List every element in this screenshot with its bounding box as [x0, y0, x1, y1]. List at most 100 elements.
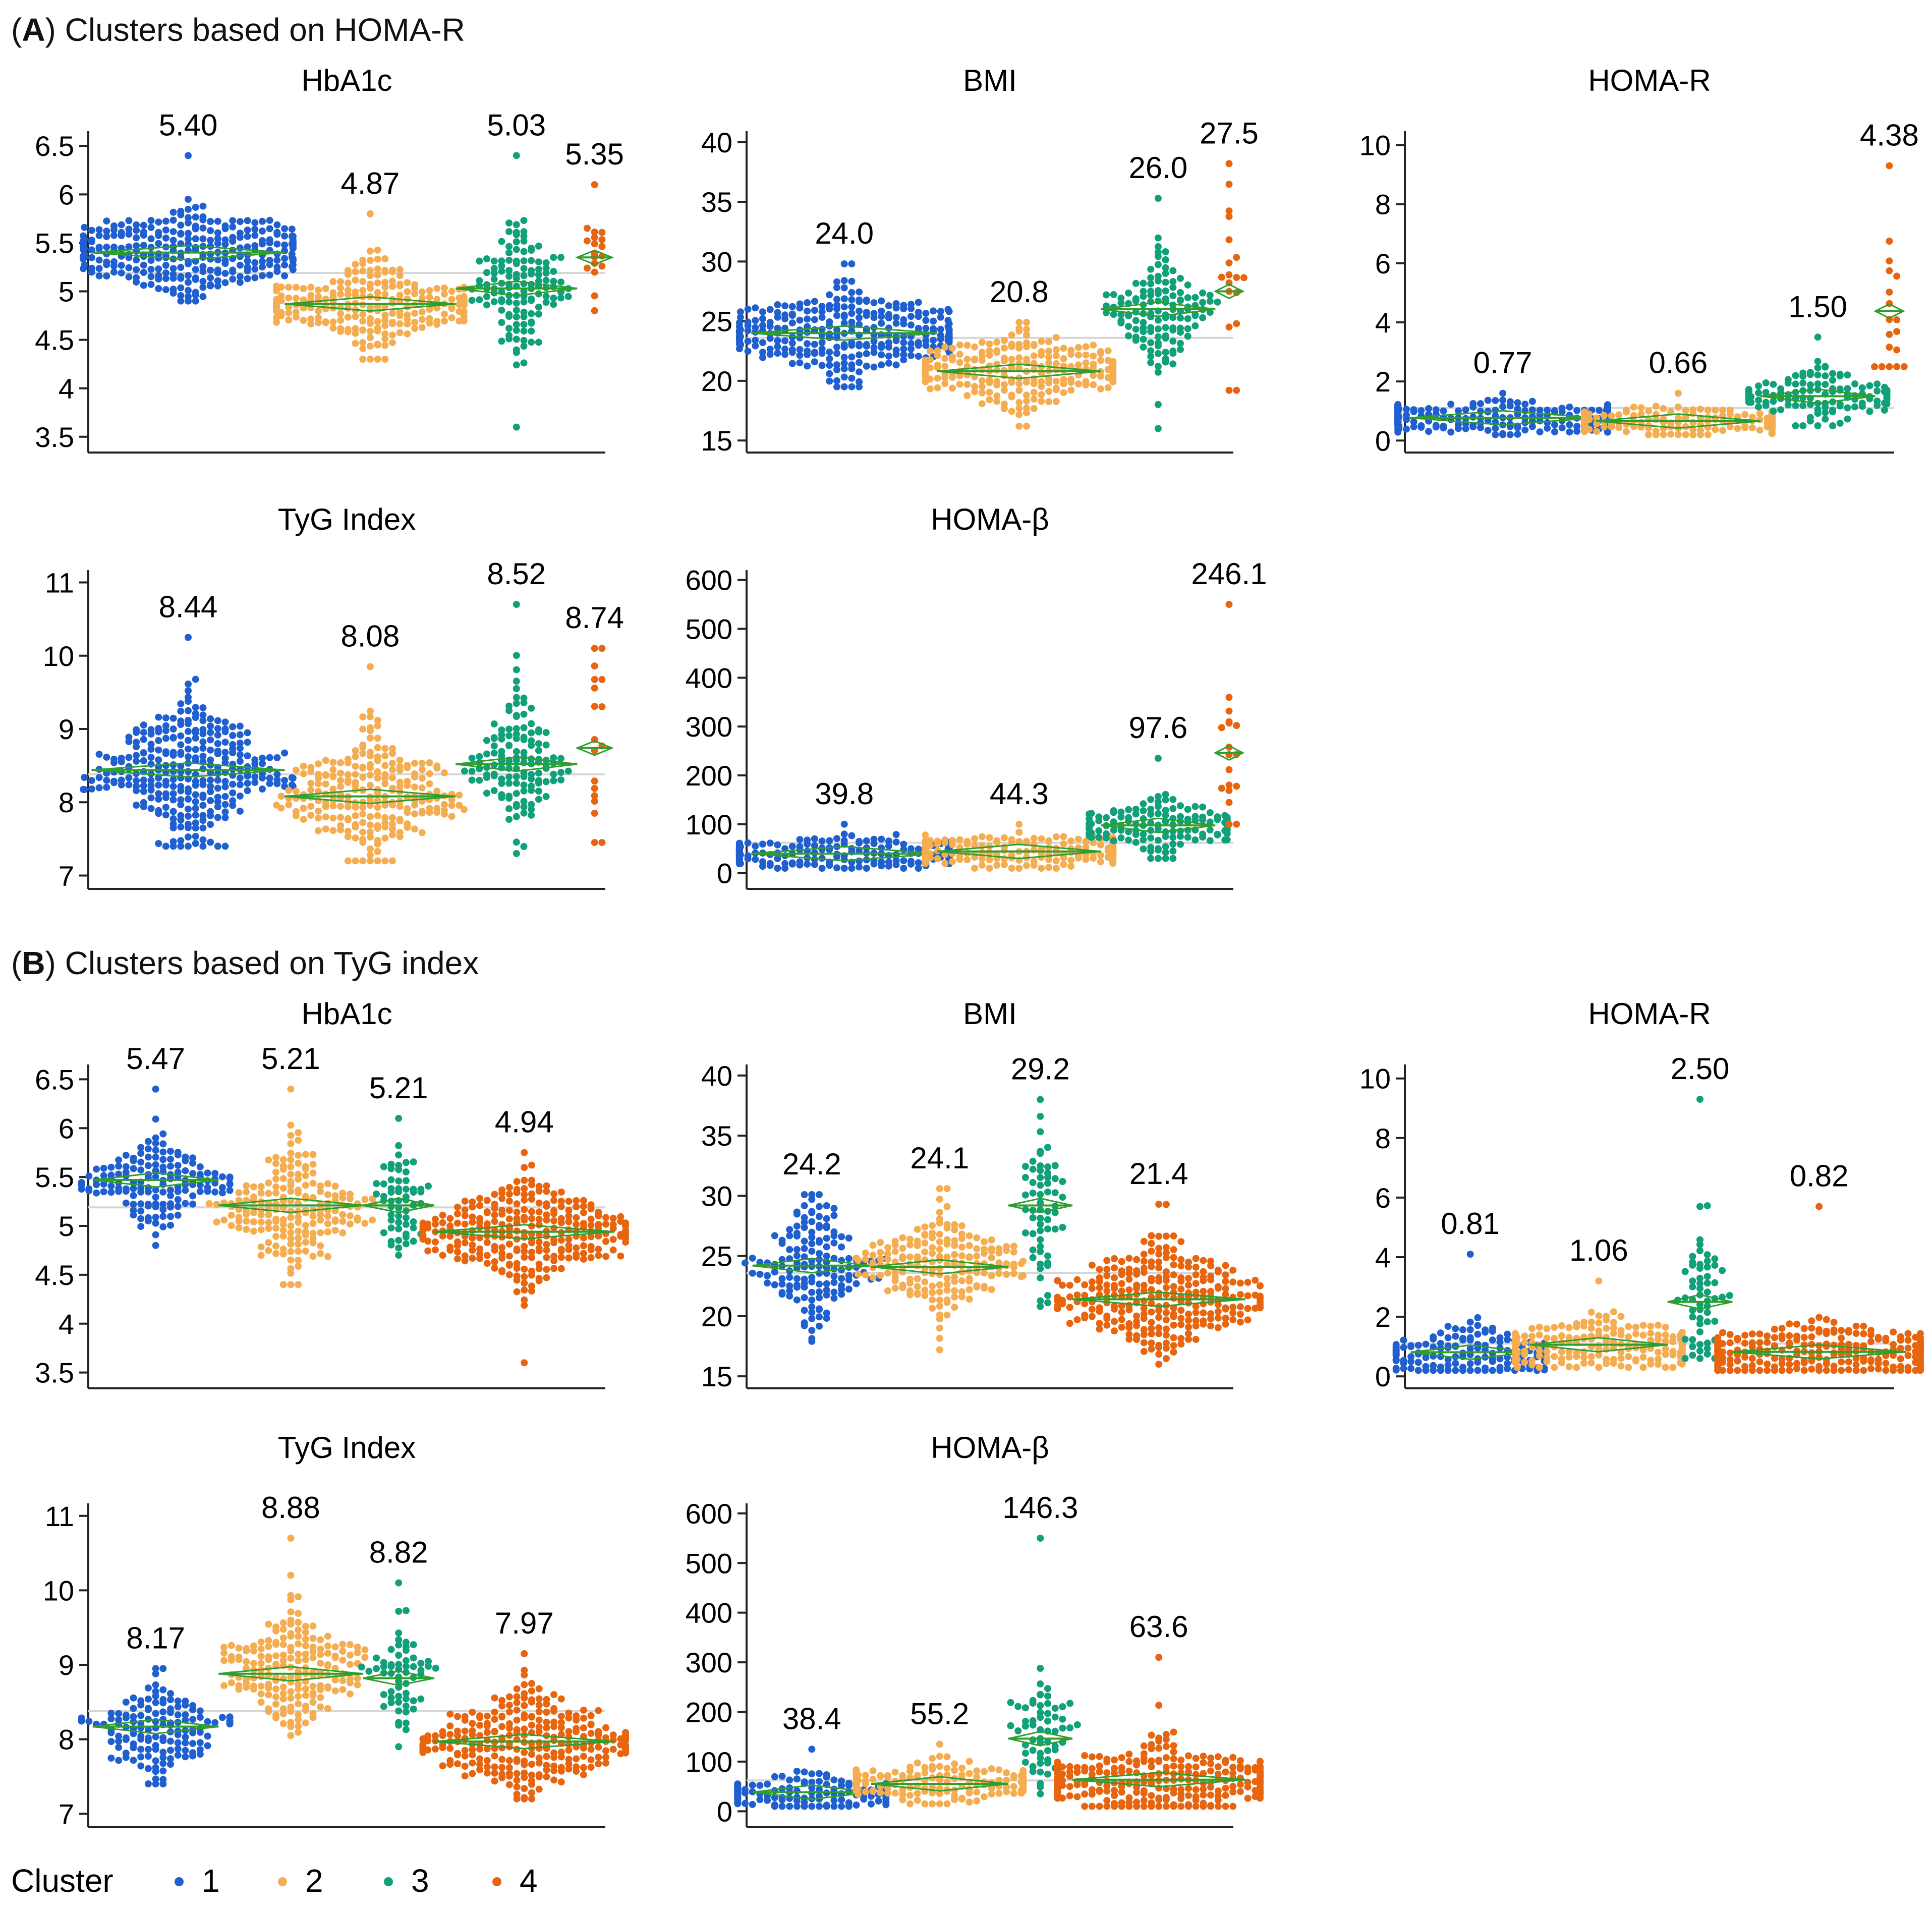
data-point — [993, 349, 1001, 356]
data-point — [1169, 284, 1177, 291]
data-point — [951, 1287, 958, 1295]
data-point — [965, 1253, 973, 1261]
data-point — [1082, 856, 1090, 863]
data-point — [816, 1288, 823, 1296]
data-point — [1140, 1310, 1148, 1318]
data-point — [816, 1222, 823, 1229]
data-point — [374, 812, 381, 819]
y-tick-label: 30 — [701, 246, 732, 277]
data-point — [226, 1174, 234, 1182]
data-point — [211, 1188, 219, 1196]
data-point — [374, 279, 381, 287]
data-point — [1170, 1311, 1177, 1318]
data-point — [1829, 408, 1836, 416]
data-point — [550, 277, 557, 285]
data-point — [1140, 807, 1147, 815]
data-point — [1044, 1179, 1051, 1187]
data-point — [387, 1176, 395, 1184]
data-point — [476, 1195, 484, 1202]
mean-label: 5.21 — [369, 1071, 428, 1105]
data-point — [302, 1182, 309, 1189]
data-point — [228, 1211, 235, 1219]
data-point — [189, 1154, 197, 1162]
data-point — [793, 1208, 801, 1216]
section-letter-b: B — [22, 945, 45, 981]
data-point — [922, 317, 930, 324]
data-point — [774, 855, 781, 862]
data-point — [1184, 332, 1191, 340]
data-point — [1192, 1255, 1200, 1262]
data-point — [1177, 1321, 1185, 1328]
data-point — [273, 240, 281, 248]
data-point — [295, 1170, 302, 1178]
data-point — [513, 1178, 521, 1186]
data-point — [1038, 391, 1045, 399]
y-tick-label: 300 — [686, 711, 732, 743]
data-point — [352, 812, 359, 819]
mean-diamond — [285, 296, 456, 312]
data-point — [535, 1260, 543, 1268]
data-point — [528, 786, 535, 794]
data-point — [1044, 1216, 1051, 1223]
data-point — [788, 340, 796, 347]
data-point — [808, 1327, 816, 1334]
data-point — [921, 1223, 929, 1231]
data-point — [557, 1236, 565, 1244]
data-point — [840, 373, 848, 381]
data-point — [1140, 1258, 1148, 1265]
data-point — [1030, 834, 1038, 842]
data-point — [1170, 1232, 1177, 1240]
data-point — [211, 1169, 219, 1177]
data-point — [218, 1189, 226, 1197]
data-point — [395, 1225, 403, 1232]
data-point — [878, 835, 885, 843]
data-point — [840, 303, 848, 311]
data-point — [167, 1162, 174, 1170]
data-point — [796, 836, 804, 843]
data-point — [366, 210, 374, 217]
data-point — [315, 807, 322, 815]
data-point — [1067, 351, 1075, 358]
data-point — [1645, 407, 1653, 415]
data-point — [1660, 418, 1667, 426]
data-point — [971, 355, 979, 363]
section-title-text-a: Clusters based on HOMA-R — [65, 12, 465, 48]
data-point — [513, 238, 520, 246]
data-point — [137, 1188, 145, 1196]
data-point — [1074, 835, 1082, 843]
data-point — [1030, 846, 1038, 854]
data-point — [366, 828, 374, 836]
data-point — [796, 352, 804, 359]
data-point — [557, 1246, 565, 1253]
data-point — [591, 784, 598, 792]
data-point — [870, 338, 878, 345]
data-point — [366, 280, 374, 288]
data-point — [1822, 372, 1829, 380]
data-point — [144, 1217, 152, 1224]
data-point — [528, 1215, 535, 1222]
data-point — [207, 218, 214, 225]
data-point — [781, 351, 789, 358]
data-point — [133, 802, 140, 809]
data-point — [295, 1257, 302, 1264]
data-point — [978, 855, 986, 863]
data-point — [207, 746, 214, 754]
data-point — [796, 346, 804, 353]
data-point — [826, 862, 833, 869]
data-point — [936, 1238, 943, 1246]
data-point — [513, 735, 520, 742]
data-point — [1170, 1254, 1177, 1261]
data-point — [1132, 336, 1140, 344]
data-point — [395, 1236, 403, 1244]
data-point — [155, 285, 162, 292]
data-point — [322, 757, 329, 764]
data-point — [513, 652, 520, 659]
data-point — [1140, 288, 1147, 295]
cluster-4-points: 246.1 — [1191, 557, 1267, 828]
data-point — [520, 694, 528, 702]
data-point — [140, 229, 147, 236]
data-point — [1536, 407, 1544, 414]
data-point — [735, 326, 743, 334]
data-point — [220, 1216, 228, 1224]
data-point — [826, 348, 833, 356]
